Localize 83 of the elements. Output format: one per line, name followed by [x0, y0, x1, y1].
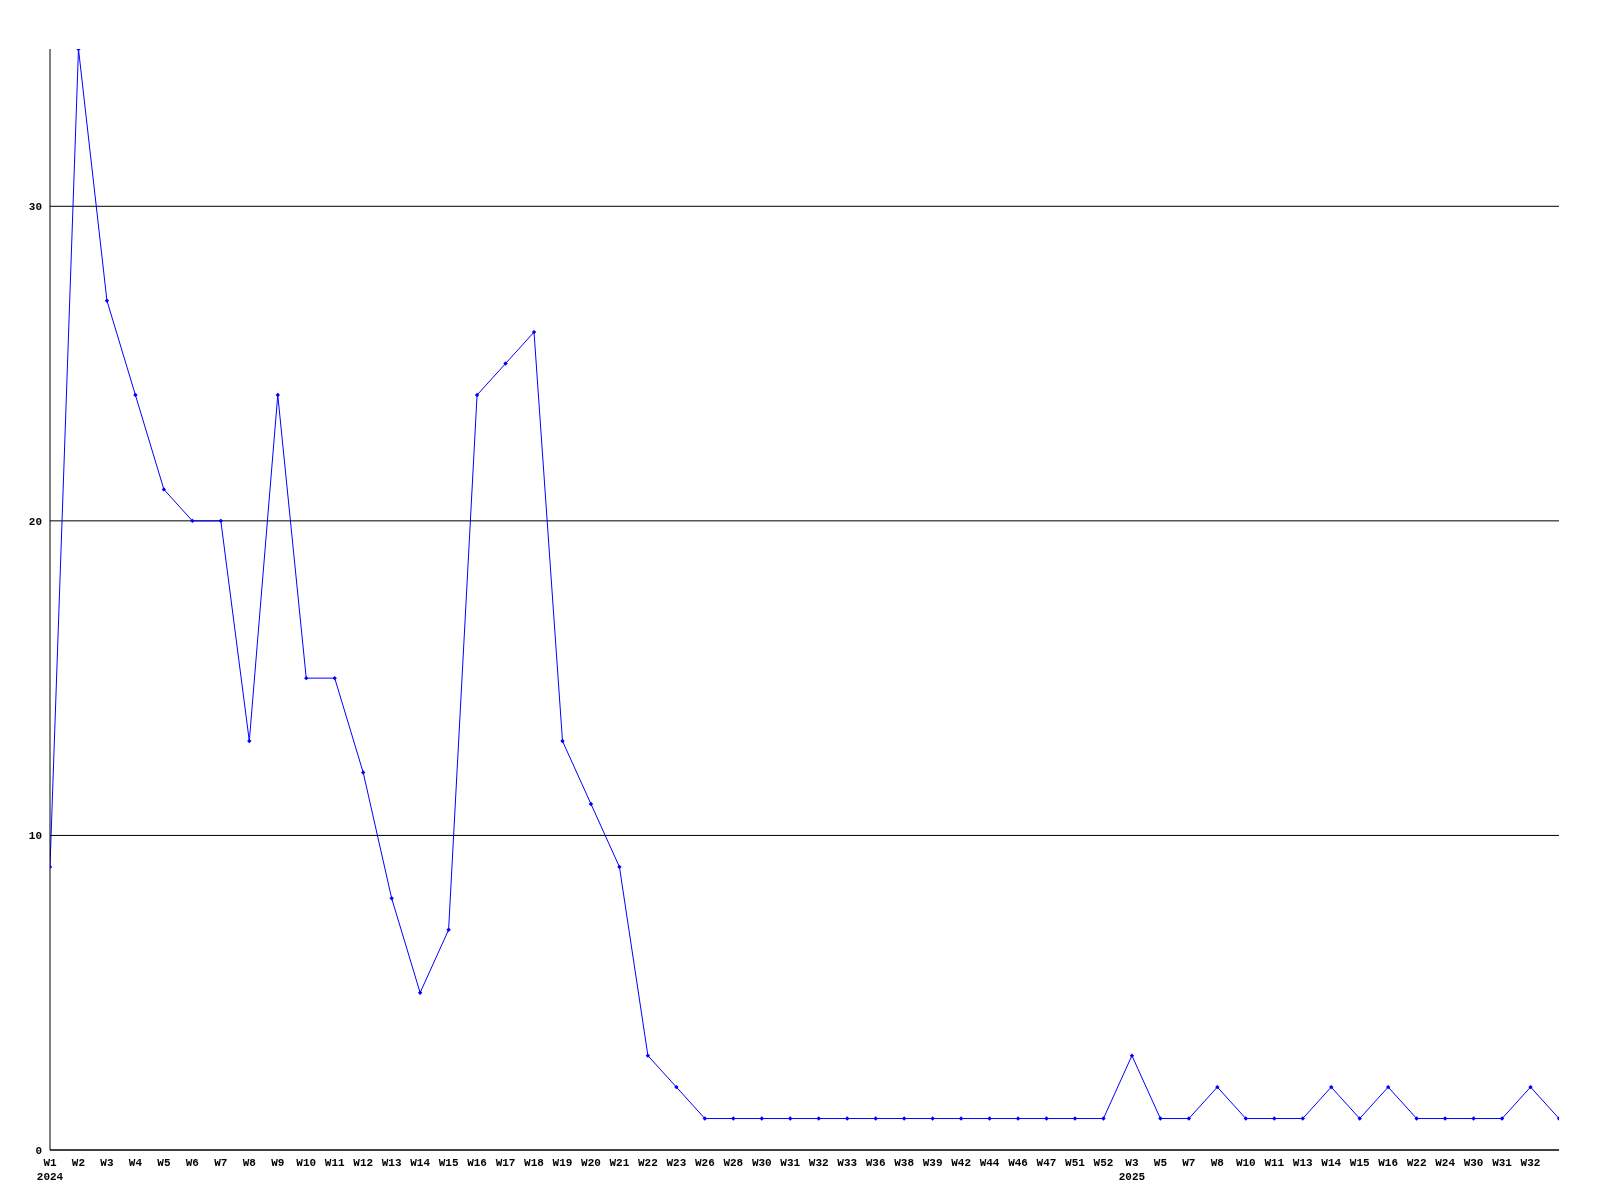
x-tick-label: W14	[1321, 1157, 1342, 1169]
x-tick-label: W19	[552, 1157, 573, 1169]
point	[930, 1116, 935, 1121]
point	[304, 675, 309, 681]
x-tick-label: W18	[524, 1157, 545, 1169]
x-tick-label: W31	[1492, 1157, 1513, 1169]
x-tick-label: W30	[751, 1157, 772, 1169]
x-tick-label: W42	[951, 1157, 971, 1169]
x-tick-label: W32	[1520, 1157, 1541, 1169]
x-tick-label: W16	[1378, 1157, 1399, 1169]
x-tick-label: W36	[865, 1157, 886, 1169]
x-tick-label: W9	[271, 1157, 285, 1169]
x-tick-label: W22	[638, 1157, 658, 1169]
x-tick-label: W2	[71, 1157, 86, 1169]
y-tick-label: 0	[35, 1144, 42, 1157]
line-series	[50, 49, 1559, 1121]
point	[417, 990, 423, 995]
point	[1044, 1116, 1049, 1121]
x-tick-label: W10	[1235, 1157, 1256, 1169]
x-tick-label: W30	[1463, 1157, 1484, 1169]
point	[1101, 1116, 1106, 1121]
x-tick-label: W51	[1065, 1157, 1086, 1169]
x-tick-label: W1	[43, 1157, 57, 1169]
x-tick-label: W13	[381, 1157, 402, 1169]
x-tick-label: W23	[666, 1157, 687, 1169]
x-tick-label: W5	[157, 1157, 171, 1169]
x-tick-label: W4	[128, 1157, 143, 1169]
x-tick-label: W52	[1093, 1157, 1114, 1169]
point	[987, 1116, 992, 1121]
text: 2025	[1118, 1171, 1146, 1183]
point	[731, 1116, 736, 1121]
x-tick-label: W6	[185, 1157, 199, 1169]
x-tick-label: W3	[100, 1157, 114, 1169]
point	[1471, 1116, 1476, 1121]
y-tick-label: 10	[28, 830, 42, 843]
x-tick-label: W39	[922, 1157, 943, 1169]
x-tick-label: W31	[780, 1157, 801, 1169]
x-tick-label: W22	[1406, 1157, 1427, 1169]
x-tick-label: W26	[694, 1157, 715, 1169]
x-tick-label: W47	[1036, 1157, 1057, 1169]
x-tick-label: W3	[1125, 1157, 1139, 1169]
x-tick-label: W8	[242, 1157, 257, 1169]
x-tick-label: W15	[438, 1157, 459, 1169]
x-tick-label: W21	[609, 1157, 630, 1169]
point	[1385, 1084, 1391, 1090]
x-tick-label: W7	[214, 1157, 228, 1169]
point	[588, 801, 594, 807]
point	[218, 518, 224, 524]
x-tick-label: W11	[1264, 1157, 1285, 1169]
point	[1357, 1116, 1362, 1121]
point	[503, 361, 508, 366]
point	[389, 896, 394, 901]
point	[1272, 1116, 1277, 1121]
x-tick-label: W7	[1182, 1157, 1196, 1169]
x-tick-label: W20	[581, 1157, 601, 1169]
point	[1414, 1116, 1419, 1121]
x-tick-label: W24	[1435, 1157, 1456, 1169]
x-tick-label: W5	[1153, 1157, 1168, 1169]
x-tick-label: W12	[353, 1157, 374, 1169]
x-tick-label: W15	[1349, 1157, 1370, 1169]
x-tick-label: W33	[837, 1157, 858, 1169]
point	[873, 1116, 878, 1121]
x-tick-label: W46	[1008, 1157, 1028, 1169]
y-tick-label: 20	[28, 515, 42, 528]
text: 2024	[36, 1171, 64, 1183]
point	[1329, 1084, 1334, 1090]
x-tick-label: W16	[467, 1157, 487, 1169]
x-tick-label: W14	[410, 1157, 431, 1169]
x-tick-label: W17	[495, 1157, 516, 1169]
x-tick-label: W32	[808, 1157, 829, 1169]
x-tick-label: W13	[1292, 1157, 1314, 1169]
x-tick-label: W11	[324, 1157, 346, 1169]
x-tick-label: W8	[1210, 1157, 1225, 1169]
point	[446, 927, 451, 932]
point	[332, 675, 337, 681]
point	[531, 329, 537, 335]
y-tick-label: 30	[28, 201, 42, 214]
point	[474, 392, 480, 398]
x-tick-label: W38	[894, 1157, 915, 1169]
x-tick-label: W10	[296, 1157, 317, 1169]
x-tick-label: W28	[723, 1157, 744, 1169]
point	[1158, 1116, 1163, 1121]
x-tick-label: W44	[979, 1157, 1000, 1169]
